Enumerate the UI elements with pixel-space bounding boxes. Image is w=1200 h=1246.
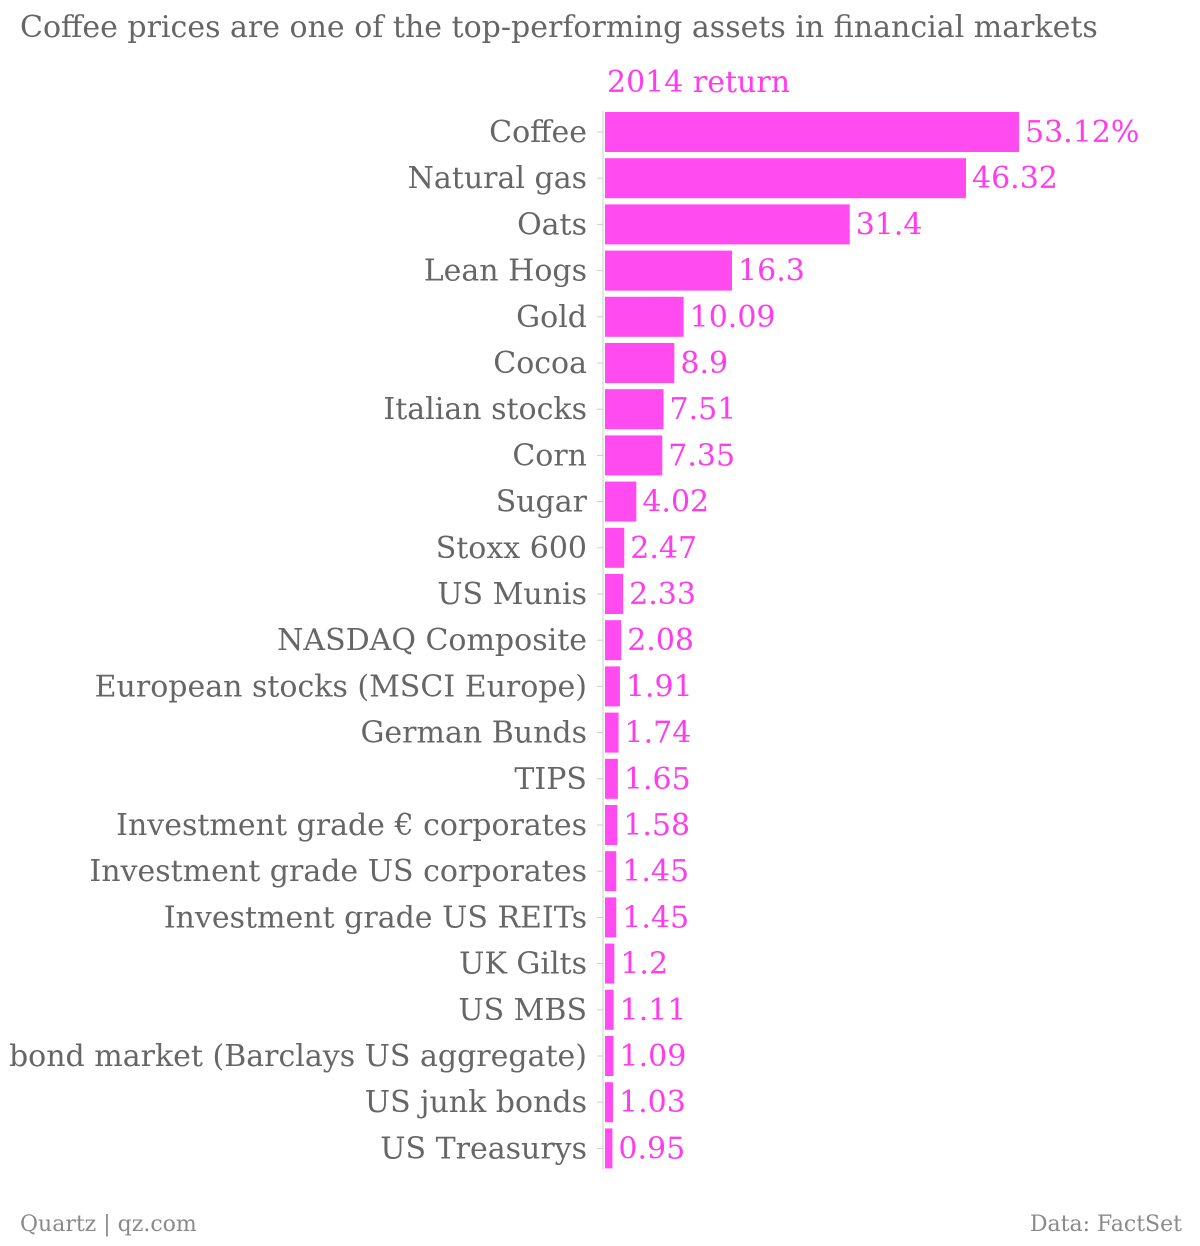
category-label: German Bunds [360, 716, 587, 751]
bar [605, 1082, 614, 1123]
series-name-label: 2014 return [607, 65, 790, 100]
category-label: Oats [517, 207, 587, 242]
value-label: 2.08 [627, 623, 694, 658]
category-label: US Munis [437, 577, 587, 612]
category-label: UK Gilts [459, 947, 587, 982]
bar [605, 758, 618, 799]
bar [605, 712, 619, 753]
value-label: 1.45 [622, 900, 689, 935]
value-label: 0.95 [618, 1131, 685, 1166]
footer-source: Quartz | qz.com [20, 1212, 197, 1237]
category-label: Sugar [496, 485, 588, 520]
bar [605, 296, 684, 337]
bar [605, 112, 1019, 152]
category-label: Investment grade US REITs [164, 900, 587, 935]
category-label: Gold [516, 300, 587, 335]
category-label: Coffee [489, 115, 587, 150]
bar [605, 435, 663, 476]
category-label: Stoxx 600 [436, 531, 587, 566]
bar [605, 158, 967, 199]
category-label: US MBS [458, 993, 587, 1028]
category-labels: Coffee Natural gas Oats Lean Hogs Gold Cocoa I… [0, 115, 588, 1166]
category-label: Italian stocks [383, 392, 587, 427]
category-axis [597, 110, 604, 1170]
bar [605, 989, 614, 1030]
bar [605, 481, 637, 522]
value-label: 2.47 [630, 531, 697, 566]
category-label: Lean Hogs [424, 254, 587, 289]
bar [605, 805, 618, 845]
chart-title: Coffee prices are one of the top-perform… [20, 10, 1098, 45]
value-label: 7.35 [668, 438, 735, 473]
bar [605, 943, 615, 984]
bar [605, 851, 617, 892]
category-label: Corn [512, 438, 587, 473]
footer-data-credit: Data: FactSet [1029, 1212, 1182, 1237]
bar [605, 204, 850, 245]
category-label: Cocoa [493, 346, 587, 381]
bar [605, 1036, 614, 1076]
value-label: 31.4 [856, 207, 923, 242]
value-label: 1.11 [620, 993, 687, 1028]
value-label: 10.09 [690, 300, 776, 335]
bar [605, 250, 733, 291]
value-label: 1.74 [625, 716, 692, 751]
value-label: 1.45 [622, 854, 689, 889]
value-label: 4.02 [642, 485, 709, 520]
category-label: Natural gas [408, 161, 587, 196]
category-label: NASDAQ Composite [277, 623, 587, 658]
category-label: US junk bonds [365, 1085, 587, 1120]
bar [605, 620, 622, 661]
value-label: 53.12% [1025, 115, 1139, 150]
bar [605, 666, 620, 707]
bar [605, 343, 675, 383]
value-label: 1.03 [619, 1085, 686, 1120]
bar [605, 527, 625, 568]
category-label: European stocks (MSCI Europe) [95, 669, 587, 704]
category-label: TIPS [514, 762, 587, 797]
value-label: 8.9 [680, 346, 728, 381]
value-label: 2.33 [629, 577, 696, 612]
value-labels: 53.12% 46.32 31.4 16.3 10.09 8.9 7.51 7.35 4.02 2… [618, 115, 1139, 1166]
value-label: 1.91 [626, 669, 693, 704]
category-label: Investment grade US corporates [89, 854, 587, 889]
value-label: 1.2 [620, 947, 668, 982]
value-label: 1.09 [619, 1039, 686, 1074]
bar [605, 897, 617, 938]
value-label: 1.58 [623, 808, 690, 843]
bar [605, 389, 664, 430]
value-label: 16.3 [738, 254, 805, 289]
category-label: US bond market (Barclays US aggregate) [0, 1039, 587, 1074]
value-label: 7.51 [670, 392, 737, 427]
category-label: US Treasurys [380, 1131, 587, 1166]
value-label: 1.65 [624, 762, 691, 797]
bar [605, 1128, 613, 1169]
category-label: Investment grade € corporates [116, 808, 587, 843]
bars [605, 112, 1019, 1169]
value-label: 46.32 [972, 161, 1058, 196]
bar [605, 574, 624, 614]
series-header: 2014 return [607, 65, 790, 100]
